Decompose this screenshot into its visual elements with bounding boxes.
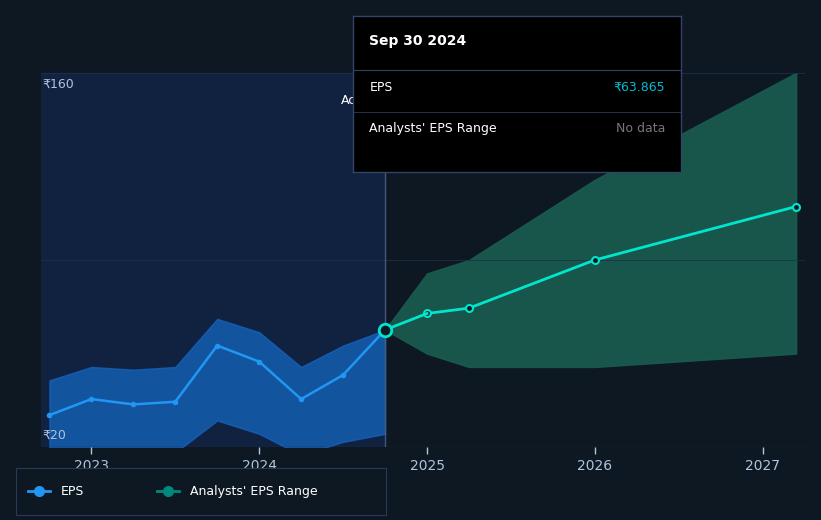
Text: EPS: EPS [369,81,392,94]
Text: No data: No data [616,122,665,135]
Bar [41,73,385,447]
Text: ₹160: ₹160 [43,78,75,91]
Text: EPS: EPS [61,485,84,498]
Text: Analysts' EPS Range: Analysts' EPS Range [369,122,497,135]
Text: Analysts Forecasts: Analysts Forecasts [390,94,507,107]
Text: Analysts' EPS Range: Analysts' EPS Range [190,485,318,498]
Text: ₹63.865: ₹63.865 [613,81,665,94]
Text: Actual: Actual [341,94,380,107]
Text: Sep 30 2024: Sep 30 2024 [369,34,466,48]
Text: ₹20: ₹20 [43,429,67,442]
